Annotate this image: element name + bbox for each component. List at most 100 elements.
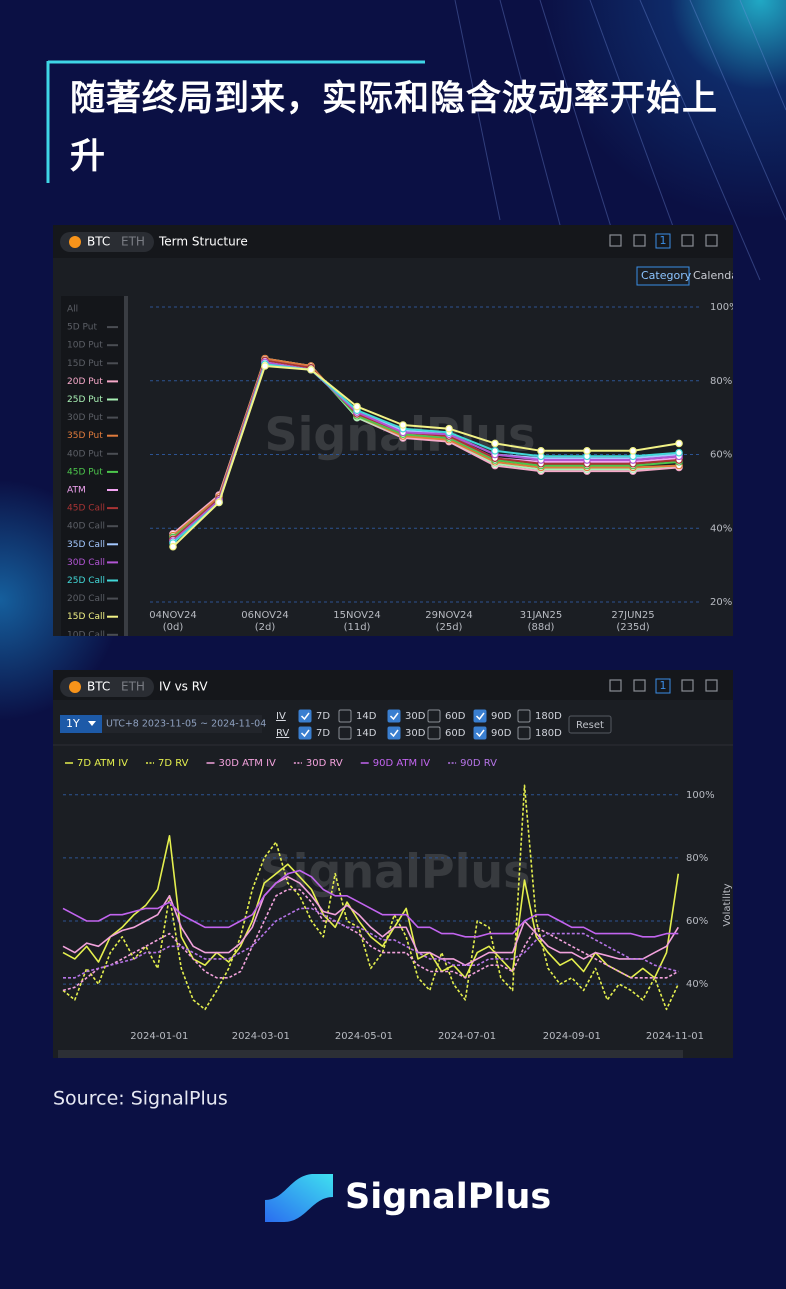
legend-label: ATM	[67, 486, 86, 496]
reset-label: Reset	[576, 720, 604, 731]
mode-label: Category	[641, 269, 692, 282]
checkbox[interactable]	[473, 709, 487, 723]
checkbox[interactable]	[517, 726, 531, 740]
checkbox[interactable]	[517, 709, 531, 723]
x-tick-label: 2024-03-01	[232, 1031, 290, 1042]
range-label: 1Y	[66, 717, 80, 730]
tool-icon	[633, 679, 646, 692]
checkbox[interactable]	[338, 726, 352, 740]
x-tick-label: 2024-07-01	[438, 1031, 496, 1042]
series-line	[172, 365, 680, 548]
range-caret	[88, 721, 96, 726]
period: UTC+8 2023-11-05 ~ 2024-11-04	[106, 719, 266, 730]
source: Source: SignalPlus	[53, 1088, 228, 1110]
legend-label: 5D Put	[67, 323, 97, 333]
legend-label: 40D Put	[67, 449, 103, 459]
point	[445, 424, 453, 433]
legend-label: 35D Call	[67, 540, 105, 550]
x-tick-sublabel: (235d)	[616, 622, 649, 633]
option-label: 7D	[316, 728, 330, 739]
legend-box	[61, 296, 127, 636]
x-tick-sublabel: (88d)	[528, 622, 555, 633]
y-tick-label: 100%	[686, 790, 715, 801]
asset-tab: ETH	[121, 680, 145, 694]
check	[475, 729, 485, 738]
x-tick-sublabel: (25d)	[436, 622, 463, 633]
point	[215, 498, 223, 507]
asset-pill	[60, 232, 154, 252]
series-line	[62, 784, 680, 1011]
x-tick-sublabel: (2d)	[255, 622, 276, 633]
legend-label: 35D Put	[67, 431, 103, 441]
y-tick-label: 100%	[710, 302, 739, 313]
y-tick-label: 80%	[710, 376, 732, 387]
x-tick-label: 2024-09-01	[543, 1031, 601, 1042]
checkbox[interactable]	[298, 726, 312, 740]
x-tick-label: 2024-01-01	[130, 1031, 188, 1042]
mode-button	[636, 266, 690, 286]
btc-icon	[69, 681, 81, 693]
title-frame	[46, 60, 425, 183]
series-line	[63, 907, 679, 979]
tool-icon	[633, 234, 646, 247]
y-tick-label: 40%	[686, 979, 708, 990]
tool-icon	[609, 234, 622, 247]
mode-label: Calendar	[693, 269, 743, 282]
point	[399, 421, 407, 429]
period-box	[102, 715, 262, 733]
series-line	[62, 876, 679, 966]
legend-label: 30D Put	[67, 413, 103, 423]
legend-label: 45D Put	[67, 467, 103, 477]
checkbox[interactable]	[427, 709, 441, 723]
checkbox[interactable]	[338, 709, 352, 723]
series-line	[62, 888, 679, 992]
option-label: 14D	[356, 728, 377, 739]
legend-label: 90D RV	[460, 758, 497, 769]
badge-box	[655, 678, 671, 694]
tool-icon	[705, 234, 718, 247]
checkbox[interactable]	[298, 709, 312, 723]
tool-icon	[609, 679, 622, 692]
series-line	[62, 835, 680, 979]
legend-label: 90D ATM IV	[373, 758, 431, 769]
checkbox[interactable]	[387, 709, 401, 723]
y-tick-label: 80%	[686, 853, 708, 864]
title: 随著终局到来，实际和隐含波动率开始上升	[70, 79, 719, 177]
option-label: 30D	[405, 711, 426, 722]
checkbox[interactable]	[387, 726, 401, 740]
check	[389, 729, 399, 738]
scrollbar	[58, 1050, 683, 1058]
tool-icon	[681, 234, 694, 247]
point	[261, 362, 269, 370]
asset-tab: BTC	[87, 680, 110, 694]
legend-label: 20D Call	[67, 594, 105, 604]
option-label: 90D	[491, 711, 512, 722]
reset-button[interactable]	[568, 715, 612, 734]
legend-label: 30D RV	[306, 758, 343, 769]
checkbox[interactable]	[427, 726, 441, 740]
legend-label: 15D Put	[67, 359, 103, 369]
legend-label: 15D Call	[67, 612, 105, 622]
legend-label: 40D Call	[67, 522, 105, 532]
point	[675, 439, 683, 448]
asset-pill	[60, 677, 154, 697]
btc-icon	[69, 236, 81, 248]
brand: SignalPlus	[345, 1177, 551, 1217]
option-label: 180D	[535, 728, 562, 739]
checkbox[interactable]	[473, 726, 487, 740]
badge-box	[655, 233, 671, 249]
point	[491, 447, 499, 455]
x-tick-label: 31JAN25	[520, 610, 563, 621]
option-label: 60D	[445, 728, 466, 739]
badge: 1	[660, 679, 667, 692]
y-tick-label: 20%	[710, 597, 732, 608]
x-tick-sublabel: (0d)	[163, 622, 184, 633]
chart-2: BTC ETH IV vs RV 1SignalPlus40%60%80%100%20…	[60, 677, 733, 1042]
y-tick-label: 60%	[686, 916, 708, 927]
range-select	[60, 715, 102, 733]
point	[491, 439, 499, 448]
x-tick-label: 04NOV24	[149, 610, 196, 621]
point	[169, 542, 177, 551]
asset-tab: BTC	[87, 235, 110, 249]
